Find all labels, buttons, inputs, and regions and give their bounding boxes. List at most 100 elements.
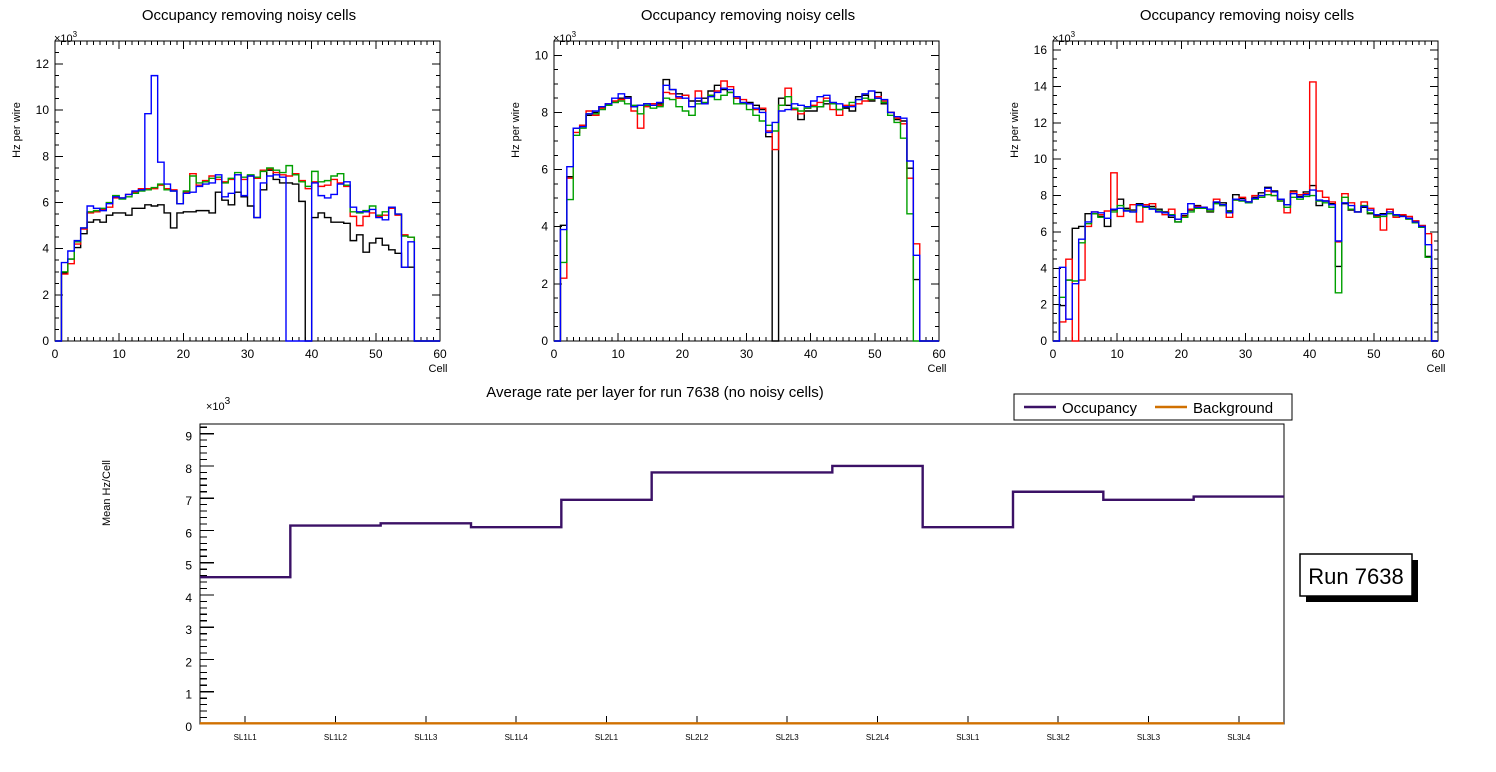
x-tick-label: 60: [1431, 347, 1445, 361]
bottom-y-tick-label: 0: [185, 720, 192, 734]
x-tick-label: 0: [551, 347, 558, 361]
y-tick-label: 10: [535, 48, 549, 62]
bottom-y-tick-label: 1: [185, 688, 192, 702]
y-tick-label: 6: [42, 196, 49, 210]
bottom-x-tick-label: SL1L1: [234, 733, 258, 742]
bottom-x-tick-label: SL1L4: [505, 733, 529, 742]
histogram-series-3: [554, 91, 939, 342]
y-tick-label: 4: [42, 242, 49, 256]
y-tick-label: 4: [1040, 261, 1047, 275]
histogram-series-4: [1053, 187, 1438, 342]
x-tick-label: 30: [241, 347, 255, 361]
bottom-x-tick-label: SL3L4: [1227, 733, 1251, 742]
histogram-series-1: [554, 78, 939, 342]
run-badge-box: [1299, 553, 1413, 597]
y-tick-label: 0: [42, 334, 49, 348]
x-tick-label: 10: [611, 347, 625, 361]
x-tick-label: 50: [1367, 347, 1381, 361]
bottom-title: Average rate per layer for run 7638 (no …: [486, 384, 823, 401]
histogram-series-2: [554, 80, 939, 342]
bottom-legend[interactable]: Occupancy Background: [1013, 393, 1293, 421]
occupancy-panel-2: Occupancy removing noisy cells Hz per wi…: [499, 0, 997, 380]
y-tick-label: 0: [541, 334, 548, 348]
y-tick-label: 16: [1034, 43, 1048, 57]
panel-2-title: Occupancy removing noisy cells: [641, 7, 855, 24]
occupancy-plot-1-svg: Occupancy removing noisy cells Hz per wi…: [11, 7, 447, 375]
bottom-y-tick-label: 3: [185, 623, 192, 637]
y-tick-label: 2: [42, 288, 49, 302]
y-tick-label: 8: [541, 105, 548, 119]
bottom-y-tick-label: 8: [185, 462, 192, 476]
x-tick-label: 40: [305, 347, 319, 361]
x-tick-label: 10: [1110, 347, 1124, 361]
x-tick-label: 20: [676, 347, 690, 361]
y-tick-label: 4: [541, 220, 548, 234]
x-tick-label: 50: [868, 347, 882, 361]
histogram-series-4: [55, 74, 440, 342]
y-tick-label: 6: [1040, 225, 1047, 239]
y-tick-label: 2: [541, 277, 548, 291]
y-tick-label: 10: [36, 103, 50, 117]
bottom-y-tick-label: 4: [185, 591, 192, 605]
y-tick-label: 2: [1040, 298, 1047, 312]
panel-1-title: Occupancy removing noisy cells: [142, 7, 356, 24]
x-tick-label: 40: [1303, 347, 1317, 361]
panel-2-xlabel: Cell: [928, 363, 947, 375]
histogram-series-1: [55, 169, 440, 342]
x-tick-label: 30: [740, 347, 754, 361]
x-tick-label: 60: [433, 347, 447, 361]
panel-1-plot-area: 0 10 20 30 40 50 60 0 2 4 6 8 10 12: [36, 40, 447, 361]
bottom-y-tick-label: 2: [185, 655, 192, 669]
y-tick-label: 8: [1040, 189, 1047, 203]
x-tick-label: 30: [1239, 347, 1253, 361]
x-tick-label: 20: [1175, 347, 1189, 361]
bottom-x-tick-label: SL3L1: [956, 733, 980, 742]
panel-2-ylabel: Hz per wire: [510, 102, 522, 158]
occupancy-panel-1: Occupancy removing noisy cells Hz per wi…: [0, 0, 498, 380]
bottom-plot-area: 0 1 2 3 4 5 6 7 8 9 SL1L1 SL1L2 SL1L3 SL1L4 SL2L1 SL2L2…: [185, 423, 1285, 742]
x-tick-label: 0: [1050, 347, 1057, 361]
panel-1-ylabel: Hz per wire: [11, 102, 23, 158]
bottom-x-tick-label: SL3L2: [1047, 733, 1071, 742]
bottom-series-occupancy: [200, 464, 1284, 579]
x-tick-label: 0: [52, 347, 59, 361]
legend-label-occupancy: Occupancy: [1062, 400, 1138, 417]
bottom-x-tick-label: SL1L2: [324, 733, 348, 742]
bottom-y-tick-label: 9: [185, 430, 192, 444]
panel-3-title: Occupancy removing noisy cells: [1140, 7, 1354, 24]
panel-3-plot-area: 0 10 20 30 40 50 60 0 2 4 6 8 10 12 14 16: [1034, 40, 1445, 361]
y-tick-label: 12: [1034, 116, 1048, 130]
bottom-x-tick-label: SL2L1: [595, 733, 619, 742]
bottom-x-tick-label: SL2L3: [776, 733, 800, 742]
x-tick-label: 50: [369, 347, 383, 361]
x-tick-label: 40: [804, 347, 818, 361]
average-rate-panel: Average rate per layer for run 7638 (no …: [0, 380, 1496, 772]
bottom-y-tick-label: 6: [185, 526, 192, 540]
bottom-ylabel: Mean Hz/Cell: [101, 460, 113, 526]
occupancy-panel-3: Occupancy removing noisy cells Hz per wi…: [998, 0, 1496, 380]
bottom-exponent: ×103: [206, 396, 231, 413]
x-tick-label: 20: [177, 347, 191, 361]
panel-3-xlabel: Cell: [1427, 363, 1446, 375]
legend-box: [1013, 393, 1293, 421]
x-tick-label: 10: [112, 347, 126, 361]
histogram-series-4: [554, 84, 939, 342]
bottom-y-tick-label: 7: [185, 494, 192, 508]
panel-3-ylabel: Hz per wire: [1009, 102, 1021, 158]
x-tick-label: 60: [932, 347, 946, 361]
y-tick-label: 8: [42, 149, 49, 163]
bottom-x-tick-label: SL1L3: [414, 733, 438, 742]
y-tick-label: 0: [1040, 334, 1047, 348]
panel-2-plot-area: 0 10 20 30 40 50 60 0 2 4 6 8 10: [535, 40, 946, 361]
y-tick-label: 14: [1034, 79, 1048, 93]
y-tick-label: 12: [36, 57, 50, 71]
average-rate-svg: Average rate per layer for run 7638 (no …: [101, 384, 1418, 742]
bottom-x-tick-label: SL3L3: [1137, 733, 1161, 742]
occupancy-plot-2-svg: Occupancy removing noisy cells Hz per wi…: [510, 7, 947, 375]
occupancy-plot-3-svg: Occupancy removing noisy cells Hz per wi…: [1009, 7, 1446, 375]
run-badge-label: Run 7638: [1308, 564, 1403, 589]
y-tick-label: 6: [541, 163, 548, 177]
bottom-y-tick-label: 5: [185, 559, 192, 573]
legend-label-background: Background: [1193, 400, 1273, 417]
